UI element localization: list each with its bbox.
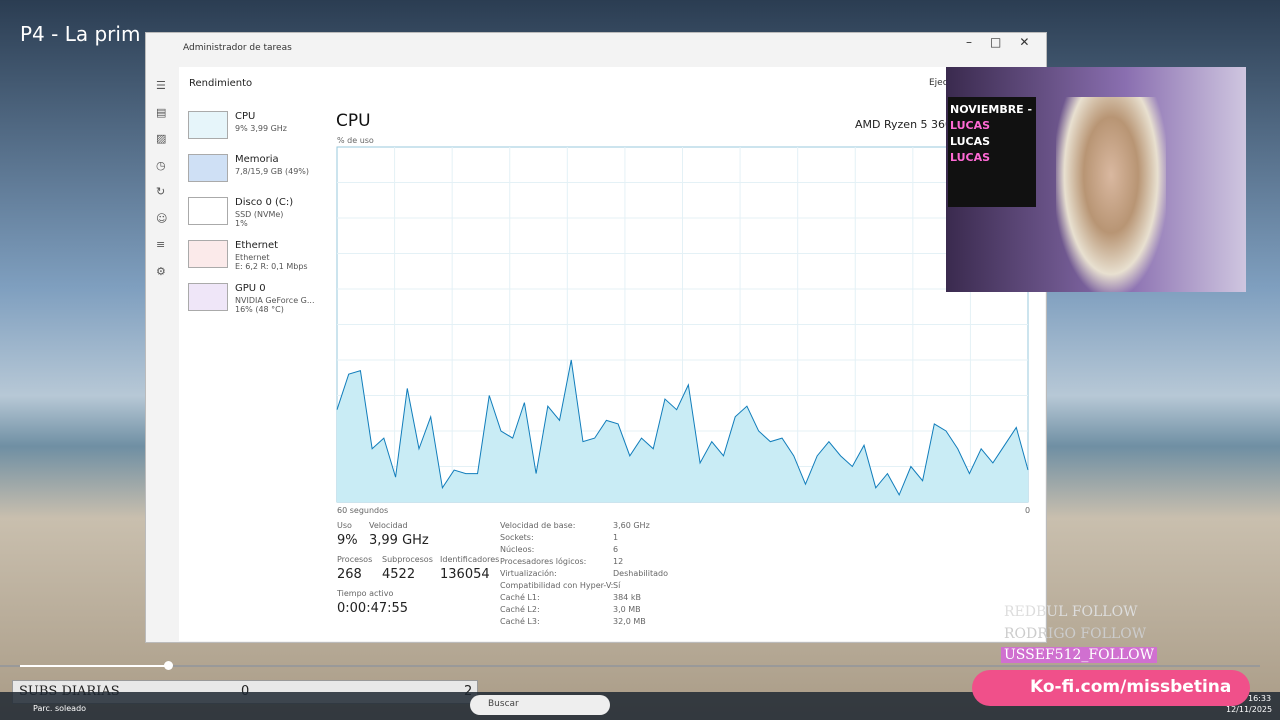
x-start: 60 segundos: [337, 506, 389, 515]
stat-label: Subprocesos: [382, 555, 433, 564]
streamer: [1056, 97, 1166, 292]
spec-label: Compatibilidad con Hyper-V:: [500, 581, 614, 590]
stat-label: Procesos: [337, 555, 373, 564]
device-name: Disco 0 (C:): [235, 197, 294, 208]
stat-value: 3,99 GHz: [369, 533, 429, 548]
thumbnail[interactable]: [188, 111, 228, 139]
device-name: Ethernet: [235, 240, 279, 251]
spec-value: Sí: [613, 581, 621, 590]
neon-text: LUCAS: [950, 135, 991, 148]
spec-value: 3,0 MB: [613, 605, 641, 614]
subs-goal: 2: [464, 684, 472, 699]
device-name: Memoria: [235, 154, 279, 165]
stat-label: Identificadores: [440, 555, 500, 564]
device-line1: SSD (NVMe): [235, 210, 284, 219]
follow-3: USSEF512_FOLLOW: [1001, 647, 1158, 663]
stat-label: Uso: [337, 521, 352, 530]
heading: CPU: [336, 111, 371, 131]
stat-value: 9%: [337, 533, 358, 548]
progress: [20, 665, 168, 667]
stat-value: 4522: [382, 567, 416, 582]
device-name: GPU 0: [235, 283, 266, 294]
spec-value: 1: [613, 533, 619, 542]
search-text: Buscar: [488, 699, 519, 709]
spec-label: Sockets:: [500, 533, 534, 542]
subs-now: 0: [241, 684, 249, 699]
stat-label: Tiempo activo: [337, 589, 394, 598]
spec-value: 6: [613, 545, 619, 554]
x-end: 0: [1025, 506, 1031, 515]
stat-value: 0:00:47:55: [337, 601, 409, 616]
spec-label: Procesadores lógicos:: [500, 557, 587, 566]
device-line1: 7,8/15,9 GB (49%): [235, 167, 310, 176]
kofi-text: Ko-fi.com/missbetina: [1030, 677, 1232, 697]
weather[interactable]: Parc. soleado: [33, 704, 87, 713]
device-line1: Ethernet: [235, 253, 270, 262]
spec-label: Virtualización:: [500, 569, 557, 578]
nav-icons[interactable]: ☰ ▤ ▨ ◷ ↻ ☺ ≡ ⚙: [156, 79, 168, 278]
thumbnail[interactable]: [188, 283, 228, 311]
spec-label: Velocidad de base:: [500, 521, 576, 530]
device-line2: E: 6,2 R: 0,1 Mbps: [235, 262, 308, 271]
section-title: Rendimiento: [189, 78, 253, 89]
spec-label: Caché L2:: [500, 605, 540, 614]
follow-1: REDBUL FOLLOW: [1004, 604, 1138, 620]
device-line2: 16% (48 °C): [235, 305, 284, 314]
cpu-model: AMD Ryzen 5 3600: [855, 118, 960, 131]
spec-label: Núcleos:: [500, 545, 535, 554]
date: 12/11/2025: [1226, 705, 1273, 714]
cpu-line: [336, 359, 1029, 497]
progress-track[interactable]: [0, 665, 1260, 667]
search[interactable]: Buscar: [470, 695, 610, 715]
stat-value: 268: [337, 567, 362, 582]
device-line1: 9% 3,99 GHz: [235, 124, 288, 133]
y-label: % de uso: [337, 136, 374, 145]
thumbnail[interactable]: [188, 240, 228, 268]
spec-label: Caché L1:: [500, 593, 540, 602]
spec-value: 12: [613, 557, 624, 566]
follow-2: RODRIGO FOLLOW: [1004, 626, 1147, 642]
neon-text: NOVIEMBRE -: [950, 103, 1033, 116]
run-button[interactable]: Ejecu: [929, 78, 954, 88]
stat-value: 136054: [440, 567, 490, 582]
cpu-area: [337, 360, 1028, 502]
webcam: NOVIEMBRE - LUCAS LUCAS LUCAS: [946, 67, 1246, 292]
neon-text: LUCAS: [950, 151, 991, 164]
video-title: P4 - La prim: [20, 22, 141, 46]
device-line1: NVIDIA GeForce G...: [235, 296, 315, 305]
device-line2: 1%: [235, 219, 248, 228]
thumbnail[interactable]: [188, 154, 228, 182]
spec-label: Caché L3:: [500, 617, 540, 626]
window-controls[interactable]: –□✕: [966, 35, 1048, 49]
spec-value: 384 kB: [613, 593, 641, 602]
neon-text: LUCAS: [950, 119, 991, 132]
neon-board: [948, 97, 1036, 207]
window-title: Administrador de tareas: [183, 43, 292, 53]
spec-value: 32,0 MB: [613, 617, 646, 626]
kofi-banner[interactable]: Ko-fi.com/missbetina: [972, 670, 1250, 706]
time: 16:33: [1248, 694, 1272, 703]
progress-knob[interactable]: [164, 661, 173, 670]
device-name: CPU: [235, 111, 256, 122]
stat-label: Velocidad: [369, 521, 408, 530]
thumbnail[interactable]: [188, 197, 228, 225]
spec-value: Deshabilitado: [613, 569, 668, 578]
spec-value: 3,60 GHz: [613, 521, 650, 530]
